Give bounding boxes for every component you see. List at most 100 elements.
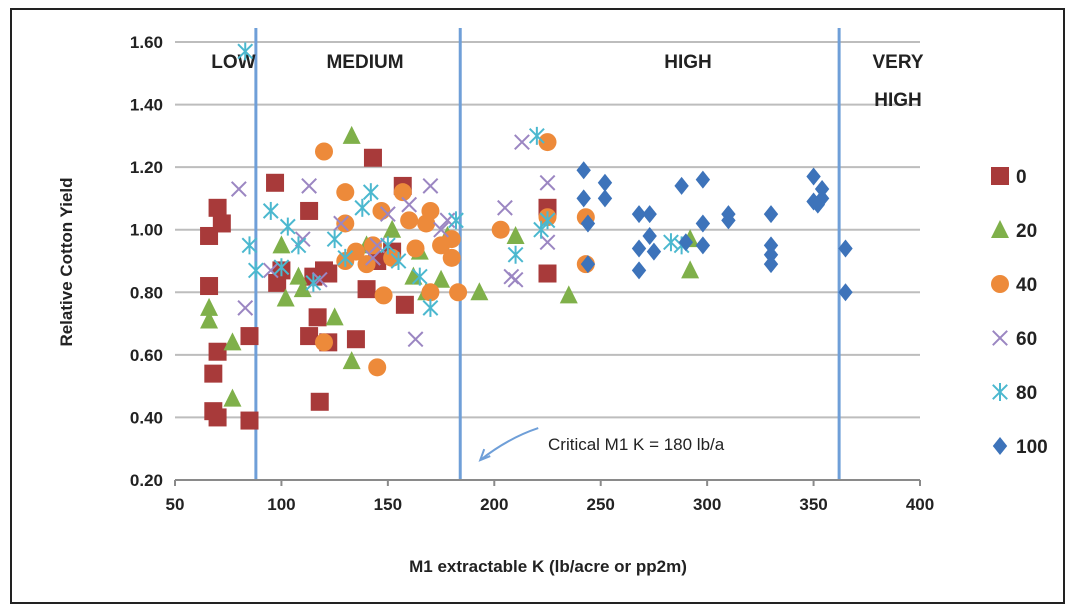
data-point: [310, 392, 329, 411]
data-point: [422, 298, 439, 317]
data-point: [539, 234, 556, 251]
y-tick-label: 1.00: [130, 221, 163, 240]
legend-marker: [992, 383, 1008, 401]
marker-stroke: [507, 271, 524, 288]
legend-item-40: 40: [991, 275, 1037, 296]
data-point: [223, 332, 242, 351]
legend-item-100: 100: [992, 437, 1048, 458]
zone-label: VERY: [872, 52, 923, 73]
data-point: [421, 283, 440, 302]
data-point: [597, 189, 613, 208]
data-point: [379, 236, 396, 255]
marker-stroke: [514, 134, 530, 151]
legend-label: 20: [1016, 221, 1037, 242]
data-point: [470, 282, 489, 301]
axes: 0.20 0.40 0.60 0.80 1.00 1.20 1.40 1.60 50 100 150…: [130, 33, 934, 514]
legend-label: 40: [1016, 275, 1037, 296]
data-point: [262, 201, 279, 220]
y-tick-label: 0.60: [130, 346, 163, 365]
data-point: [663, 233, 679, 252]
data-point: [576, 161, 591, 180]
data-point: [559, 285, 578, 304]
data-point: [539, 211, 556, 230]
data-point: [346, 242, 365, 261]
x-tick-label: 400: [906, 495, 934, 514]
marker-stroke: [237, 300, 254, 316]
series-20: [200, 125, 700, 407]
data-point: [237, 42, 254, 61]
data-point: [372, 201, 391, 220]
data-point: [514, 134, 530, 151]
data-point: [230, 181, 247, 197]
marker-stroke: [333, 215, 349, 232]
data-point: [204, 364, 223, 383]
data-point: [538, 264, 557, 283]
data-point: [342, 351, 361, 370]
data-point: [272, 235, 291, 254]
data-point: [308, 308, 327, 327]
marker-stroke: [992, 330, 1008, 346]
data-point: [390, 252, 407, 270]
data-point: [333, 215, 349, 232]
data-point: [241, 236, 258, 255]
annotation-arrow: [479, 427, 539, 461]
x-tick-label: 200: [480, 495, 508, 514]
zone-label: HIGH: [664, 52, 712, 73]
data-point: [212, 214, 231, 233]
data-point: [442, 248, 461, 267]
data-point: [395, 295, 414, 314]
data-point: [539, 174, 556, 191]
data-point: [695, 236, 711, 255]
data-point: [337, 248, 354, 267]
data-point: [315, 333, 333, 352]
marker-stroke: [539, 234, 556, 251]
data-point: [646, 242, 662, 261]
data-point: [404, 266, 423, 285]
data-point: [580, 214, 596, 233]
data-point: [631, 205, 647, 224]
legend-item-80: 80: [992, 383, 1037, 404]
marker-stroke: [365, 249, 381, 266]
data-point: [383, 219, 402, 238]
data-point: [326, 230, 343, 249]
legend-item-60: 60: [992, 329, 1037, 350]
legend-marker: [992, 330, 1008, 346]
data-point: [631, 239, 647, 258]
data-point: [763, 245, 779, 264]
data-point: [580, 255, 596, 274]
data-point: [433, 221, 449, 238]
data-point: [247, 261, 264, 280]
data-point: [365, 249, 381, 266]
marker-stroke: [262, 262, 279, 279]
data-point: [406, 239, 425, 258]
data-point: [491, 220, 510, 239]
data-point: [507, 245, 524, 264]
data-point: [597, 173, 613, 192]
x-tick-label: 250: [587, 495, 615, 514]
data-point: [240, 411, 259, 430]
series-100: [576, 161, 853, 302]
data-point: [393, 183, 412, 202]
y-tick-label: 1.20: [130, 158, 163, 177]
data-point: [293, 279, 312, 298]
data-point: [362, 183, 379, 202]
x-tick-label: 350: [799, 495, 827, 514]
data-point: [290, 236, 307, 255]
data-point: [305, 273, 322, 292]
chart-frame: [10, 8, 1065, 604]
legend-marker: [991, 275, 1009, 293]
x-tick-label: 150: [374, 495, 402, 514]
data-point: [681, 260, 700, 279]
data-point: [497, 199, 513, 216]
y-tick-label: 0.80: [130, 283, 163, 302]
x-tick-label: 50: [166, 495, 185, 514]
legend-marker: [991, 167, 1009, 185]
x-tick-label: 300: [693, 495, 721, 514]
data-point: [538, 133, 557, 152]
data-point: [507, 271, 524, 288]
data-point: [576, 189, 591, 208]
data-point: [528, 126, 545, 145]
data-point: [315, 142, 333, 161]
y-axis-label: Relative Cotton Yield: [57, 177, 76, 346]
legend-label: 0: [1016, 167, 1027, 188]
